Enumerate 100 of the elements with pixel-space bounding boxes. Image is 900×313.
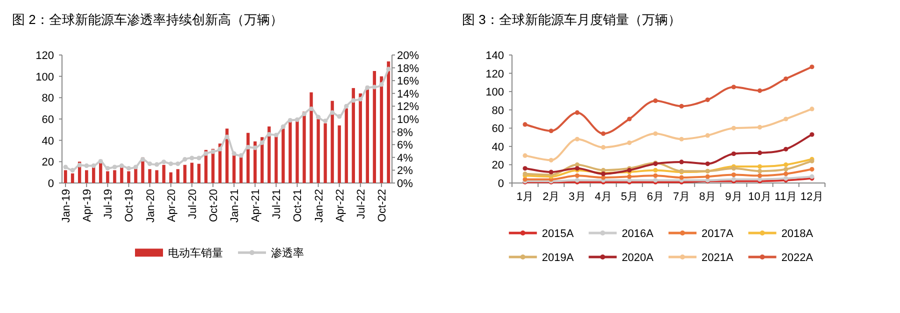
x-tick-label: 5月 (620, 191, 638, 203)
point (784, 172, 788, 176)
x-tick-label: Apr-20 (166, 189, 178, 222)
y-tick-label: 60 (42, 114, 54, 126)
y-tick-label: 100 (36, 71, 54, 84)
bar (148, 169, 152, 183)
x-tick-label: Jul-19 (102, 189, 115, 219)
point (653, 98, 658, 104)
bar (282, 128, 285, 183)
bar (183, 164, 186, 183)
x-tick-label: 7月 (672, 191, 690, 203)
point (810, 166, 814, 172)
x-tick-label: Apr-21 (250, 189, 262, 222)
x-tick-label: Jul-20 (186, 189, 199, 219)
y-tick-label: 40 (492, 141, 504, 154)
point (757, 164, 762, 169)
point (162, 160, 166, 164)
y2-tick-label: 18% (397, 62, 420, 75)
point (784, 146, 788, 152)
point (358, 96, 363, 102)
point (280, 124, 286, 129)
x-tick-label: 6月 (646, 191, 664, 203)
point (600, 131, 606, 136)
y-tick-label: 100 (486, 86, 504, 99)
point (105, 166, 110, 171)
bar (372, 71, 376, 183)
point (600, 145, 606, 150)
bar (302, 112, 306, 183)
point (351, 98, 356, 103)
point (316, 114, 321, 120)
x-tick-label: Apr-19 (82, 189, 94, 222)
bar (169, 172, 172, 183)
y2-tick-label: 20% (397, 50, 420, 62)
point (757, 173, 762, 178)
point (679, 104, 684, 108)
y-tick-label: 80 (492, 104, 504, 117)
legend-label: 2021A (702, 252, 734, 264)
point (91, 163, 96, 168)
bar (232, 155, 236, 183)
point (757, 88, 762, 93)
point (147, 162, 152, 166)
point (77, 162, 82, 168)
point (784, 166, 788, 172)
point (190, 156, 194, 160)
point (574, 110, 580, 115)
point (810, 64, 814, 70)
point (176, 162, 180, 166)
legend-label: 2020A (622, 252, 654, 264)
chart-title: 图 3：全球新能源车月度销量（万辆） (462, 12, 681, 27)
point (679, 175, 684, 180)
y-tick-label: 120 (36, 50, 54, 62)
y-tick-label: 80 (42, 92, 54, 105)
point (784, 116, 788, 122)
point (705, 162, 710, 166)
point (119, 163, 124, 168)
point (731, 151, 736, 156)
point (63, 164, 68, 170)
y-tick-label: 60 (492, 123, 504, 136)
point (627, 140, 632, 146)
point (784, 76, 788, 82)
y-tick-label: 40 (42, 135, 54, 148)
point (379, 82, 384, 87)
bar (70, 173, 74, 183)
bar (176, 169, 180, 183)
bar (324, 123, 327, 183)
y-tick-label: 20 (42, 156, 54, 169)
point (126, 166, 131, 171)
x-tick-label: Oct-22 (376, 189, 388, 222)
bar (288, 120, 292, 183)
bar (386, 61, 390, 183)
x-tick-label: Oct-21 (292, 189, 304, 222)
point (627, 116, 632, 122)
bar (310, 92, 313, 183)
x-tick-label: Jan-22 (313, 189, 326, 223)
point (238, 153, 244, 158)
bar (106, 171, 110, 183)
legend-label: 2015A (542, 228, 574, 240)
bar (358, 93, 362, 183)
x-tick-label: 11月 (774, 191, 798, 203)
point (196, 156, 202, 160)
point (548, 170, 554, 174)
legend-label: 2018A (781, 228, 814, 240)
bar (344, 108, 348, 183)
x-tick-label: 8月 (699, 191, 716, 203)
point (372, 84, 377, 90)
legend-label: 2017A (702, 228, 734, 240)
bar (162, 164, 166, 183)
x-tick-label: 10月 (748, 191, 772, 203)
point (344, 104, 349, 108)
bar (380, 76, 384, 183)
bar (197, 164, 200, 183)
point (522, 153, 528, 158)
point (522, 166, 528, 171)
bar (239, 156, 243, 183)
y-tick-label: 0 (498, 178, 504, 190)
point (112, 164, 117, 170)
x-tick-label: 9月 (725, 191, 742, 203)
point (705, 98, 710, 102)
point (182, 157, 188, 162)
x-tick-label: Jan-21 (229, 189, 242, 223)
